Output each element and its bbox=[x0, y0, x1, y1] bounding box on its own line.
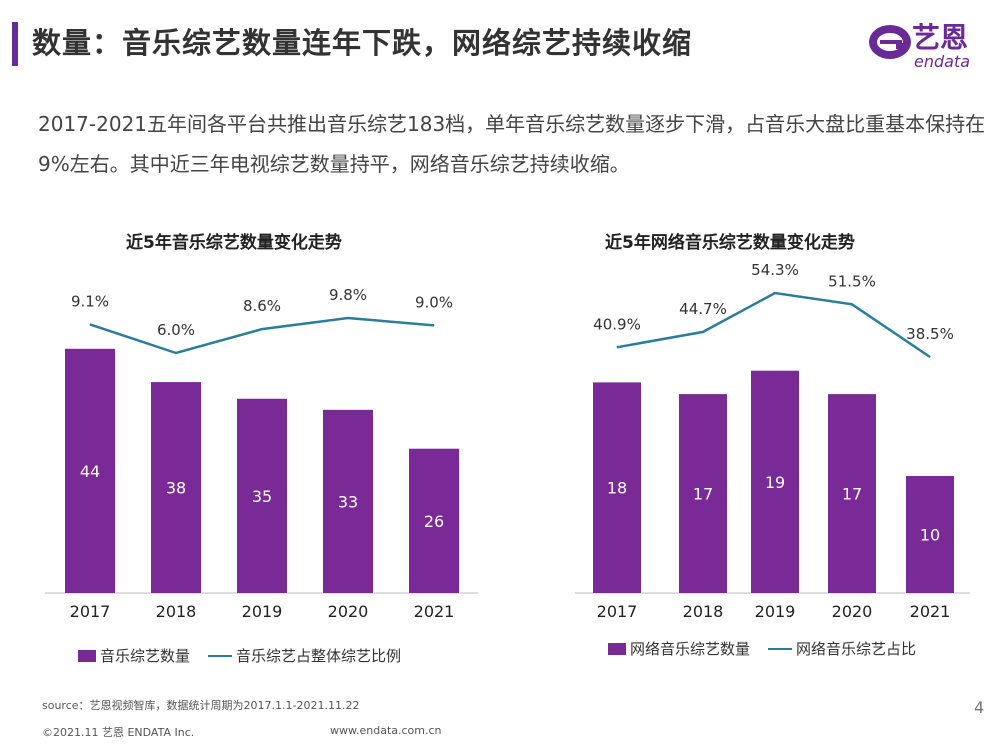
bar-value-label: 38 bbox=[166, 479, 186, 498]
logo-subtext: endata bbox=[914, 52, 971, 71]
bar-2018 bbox=[151, 382, 201, 593]
source-note: source：艺恩视频智库，数据统计周期为2017.1.1-2021.11.22 bbox=[42, 699, 360, 712]
ratio-point bbox=[774, 292, 776, 294]
bar-2020 bbox=[323, 409, 373, 593]
chart-title-online: 近5年网络音乐综艺数量变化走势 bbox=[605, 233, 855, 253]
ratio-point bbox=[261, 328, 263, 330]
logo-mark-icon bbox=[869, 25, 911, 59]
logo-text: 艺恩 bbox=[912, 21, 969, 54]
ratio-value-label: 44.7% bbox=[679, 300, 727, 318]
x-tick-label: 2017 bbox=[70, 602, 111, 621]
ratio-value-label: 8.6% bbox=[243, 297, 281, 315]
chart-title-music: 近5年音乐综艺数量变化走势 bbox=[126, 233, 342, 253]
bar-value-label: 26 bbox=[424, 512, 444, 531]
x-tick-label: 2019 bbox=[755, 602, 796, 621]
title-accent-bar bbox=[12, 22, 18, 66]
x-tick-label: 2020 bbox=[328, 602, 369, 621]
bar-value-label: 19 bbox=[765, 473, 785, 492]
bar-2021 bbox=[409, 448, 459, 593]
legend-line-label: 音乐综艺占整体综艺比例 bbox=[236, 647, 402, 665]
bar-value-label: 18 bbox=[607, 479, 627, 498]
bar-2018 bbox=[679, 394, 727, 593]
ratio-point bbox=[347, 317, 349, 319]
ratio-value-label: 51.5% bbox=[828, 272, 876, 290]
bar-2021 bbox=[906, 476, 954, 593]
bar-2020 bbox=[828, 394, 876, 593]
ratio-value-label: 9.0% bbox=[415, 293, 453, 311]
legend-bar-label: 网络音乐综艺数量 bbox=[630, 640, 751, 658]
x-tick-label: 2020 bbox=[832, 602, 873, 621]
bar-value-label: 35 bbox=[252, 487, 272, 506]
ratio-value-label: 6.0% bbox=[157, 321, 195, 339]
x-tick-label: 2018 bbox=[683, 602, 724, 621]
bar-value-label: 17 bbox=[693, 485, 713, 504]
ratio-value-label: 40.9% bbox=[593, 315, 641, 333]
ratio-value-label: 38.5% bbox=[906, 325, 954, 343]
ratio-line bbox=[89, 316, 435, 355]
x-tick-label: 2018 bbox=[156, 602, 197, 621]
endata-logo: 艺恩 endata bbox=[866, 14, 996, 76]
bar-2019 bbox=[237, 398, 287, 593]
bar-value-label: 33 bbox=[338, 492, 358, 511]
bar-value-label: 17 bbox=[842, 485, 862, 504]
x-tick-label: 2019 bbox=[242, 602, 283, 621]
bar-2017 bbox=[593, 382, 641, 593]
ratio-value-label: 9.1% bbox=[71, 292, 109, 310]
ratio-line bbox=[616, 291, 931, 359]
ratio-point bbox=[929, 356, 931, 358]
ratio-point bbox=[89, 323, 91, 325]
ratio-point bbox=[616, 346, 618, 348]
x-tick-label: 2017 bbox=[597, 602, 638, 621]
ratio-value-label: 9.8% bbox=[329, 286, 367, 304]
bar-2019 bbox=[751, 370, 799, 593]
bar-2017 bbox=[65, 348, 115, 593]
copyright: ©2021.11 艺恩 ENDATA Inc. bbox=[42, 726, 195, 739]
legend-bar-swatch bbox=[608, 642, 626, 655]
website-link[interactable]: www.endata.com.cn bbox=[330, 724, 442, 737]
x-tick-label: 2021 bbox=[414, 602, 455, 621]
bar-value-label: 10 bbox=[920, 526, 940, 545]
ratio-point bbox=[175, 352, 177, 354]
ratio-point bbox=[851, 303, 853, 305]
bar-value-label: 44 bbox=[80, 462, 100, 481]
legend-line-label: 网络音乐综艺占比 bbox=[796, 640, 917, 658]
legend-bar-label: 音乐综艺数量 bbox=[100, 647, 191, 665]
ratio-point bbox=[433, 324, 435, 326]
legend-line-swatch bbox=[208, 654, 233, 657]
ratio-value-label: 54.3% bbox=[751, 261, 799, 279]
page-title: 数量：音乐综艺数量连年下跌，网络综艺持续收缩 bbox=[32, 26, 693, 60]
legend-music: 音乐综艺数量 音乐综艺占整体综艺比例 bbox=[78, 645, 401, 666]
x-tick-label: 2021 bbox=[910, 602, 951, 621]
summary-text: 2017-2021五年间各平台共推出音乐综艺183档，单年音乐综艺数量逐步下滑，… bbox=[38, 112, 986, 176]
ratio-point bbox=[702, 331, 704, 333]
page-number: 4 bbox=[974, 698, 985, 717]
legend-online: 网络音乐综艺数量 网络音乐综艺占比 bbox=[608, 638, 916, 659]
legend-bar-swatch bbox=[78, 649, 96, 662]
legend-line-swatch bbox=[768, 647, 793, 650]
